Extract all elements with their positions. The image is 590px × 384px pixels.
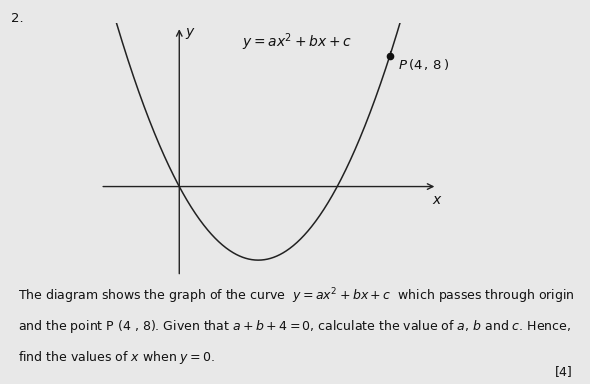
- Text: $P\,(4\,,\,8\,)$: $P\,(4\,,\,8\,)$: [398, 57, 449, 72]
- Text: The diagram shows the graph of the curve  $y = ax^2 + bx + c$  which passes thro: The diagram shows the graph of the curve…: [18, 286, 575, 306]
- Text: find the values of $x$ when $y = 0$.: find the values of $x$ when $y = 0$.: [18, 349, 215, 366]
- Text: $y = ax^2 + bx + c$: $y = ax^2 + bx + c$: [242, 31, 352, 53]
- Text: [4]: [4]: [555, 365, 572, 378]
- Text: x: x: [432, 193, 440, 207]
- Text: 2.: 2.: [11, 12, 23, 25]
- Text: and the point P (4 , 8). Given that $a + b + 4 = 0$, calculate the value of $a$,: and the point P (4 , 8). Given that $a +…: [18, 318, 571, 334]
- Text: y: y: [186, 25, 194, 39]
